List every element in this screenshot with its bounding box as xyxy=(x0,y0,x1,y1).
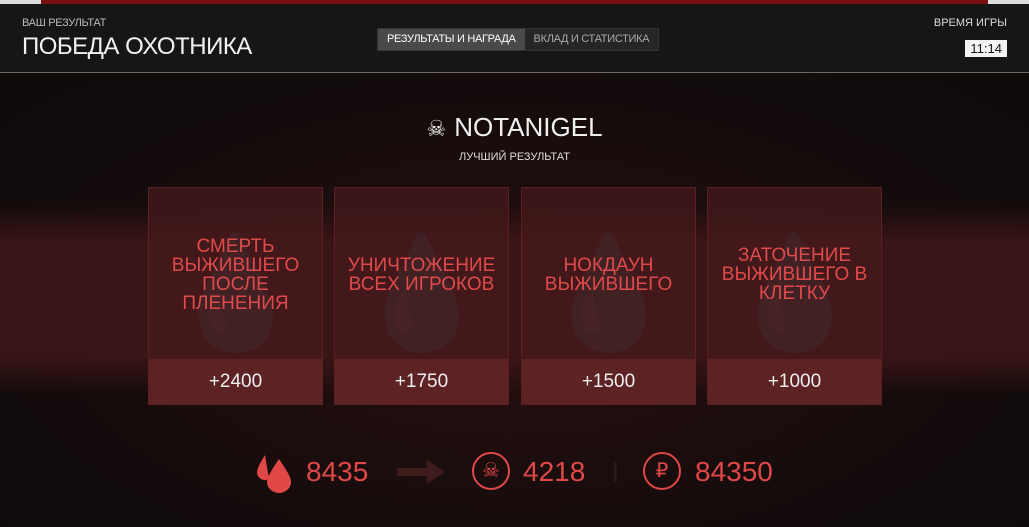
totals-row: 8435 ☠ 4218 ₽ 84350 xyxy=(0,450,1029,494)
card-points: +1000 xyxy=(708,359,881,404)
score-card: 💧 НОКДАУН ВЫЖИВШЕГО +1500 xyxy=(521,187,696,405)
divider xyxy=(614,462,617,482)
arrow-right-icon xyxy=(397,460,445,484)
blood-drops-icon xyxy=(257,455,291,493)
card-title: ЗАТОЧЕНИЕ ВЫЖИВШЕГО В КЛЕТКУ xyxy=(721,245,868,304)
experience-total: 4218 xyxy=(523,456,586,487)
ruble-icon: ₽ xyxy=(643,452,681,490)
rubles-total: 84350 xyxy=(695,456,773,487)
card-points: +1750 xyxy=(335,359,508,404)
tab-results-rewards[interactable]: РЕЗУЛЬТАТЫ И НАГРАДА xyxy=(378,29,525,50)
best-result-label: ЛУЧШИЙ РЕЗУЛЬТАТ xyxy=(459,151,570,163)
card-title: СМЕРТЬ ВЫЖИВШЕГО ПОСЛЕ ПЛЕНЕНИЯ xyxy=(171,235,300,314)
blood-drops-icon: 💧 xyxy=(726,231,863,354)
player-name: NOTANIGEL xyxy=(454,112,603,142)
blood-drops-icon: 💧 xyxy=(540,231,677,354)
skull-icon: ☠ xyxy=(472,452,510,490)
card-points: +1500 xyxy=(522,359,695,404)
blood-points-total: 8435 xyxy=(306,456,369,487)
tab-contribution-stats[interactable]: ВКЛАД И СТАТИСТИКА xyxy=(524,29,659,50)
card-title: УНИЧТОЖЕНИЕ ВСЕХ ИГРОКОВ xyxy=(347,254,496,295)
score-card: 💧 ЗАТОЧЕНИЕ ВЫЖИВШЕГО В КЛЕТКУ +1000 xyxy=(707,187,882,405)
top-accent-bar xyxy=(0,0,1029,4)
header: ВАШ РЕЗУЛЬТАТ ПОБЕДА ОХОТНИКА РЕЗУЛЬТАТЫ… xyxy=(0,4,1029,73)
tabs: РЕЗУЛЬТАТЫ И НАГРАДА ВКЛАД И СТАТИСТИКА xyxy=(377,28,660,51)
player-row: ☠ NOTANIGEL xyxy=(0,112,1029,143)
card-points: +2400 xyxy=(149,359,322,404)
blood-drops-icon: 💧 xyxy=(167,231,304,354)
score-card: 💧 СМЕРТЬ ВЫЖИВШЕГО ПОСЛЕ ПЛЕНЕНИЯ +2400 xyxy=(148,187,323,405)
skull-icon: ☠ xyxy=(426,116,447,141)
game-time-label: ВРЕМЯ ИГРЫ xyxy=(933,17,1007,29)
score-card: 💧 УНИЧТОЖЕНИЕ ВСЕХ ИГРОКОВ +1750 xyxy=(334,187,509,405)
blood-drops-icon: 💧 xyxy=(353,231,490,354)
game-time: 11:14 xyxy=(965,40,1007,57)
result-subtitle: ВАШ РЕЗУЛЬТАТ xyxy=(22,17,107,29)
result-title: ПОБЕДА ОХОТНИКА xyxy=(22,33,252,60)
card-title: НОКДАУН ВЫЖИВШЕГО xyxy=(544,254,673,295)
